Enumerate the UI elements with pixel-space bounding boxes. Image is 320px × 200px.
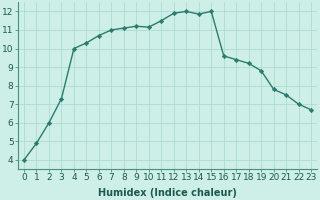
X-axis label: Humidex (Indice chaleur): Humidex (Indice chaleur): [98, 188, 237, 198]
